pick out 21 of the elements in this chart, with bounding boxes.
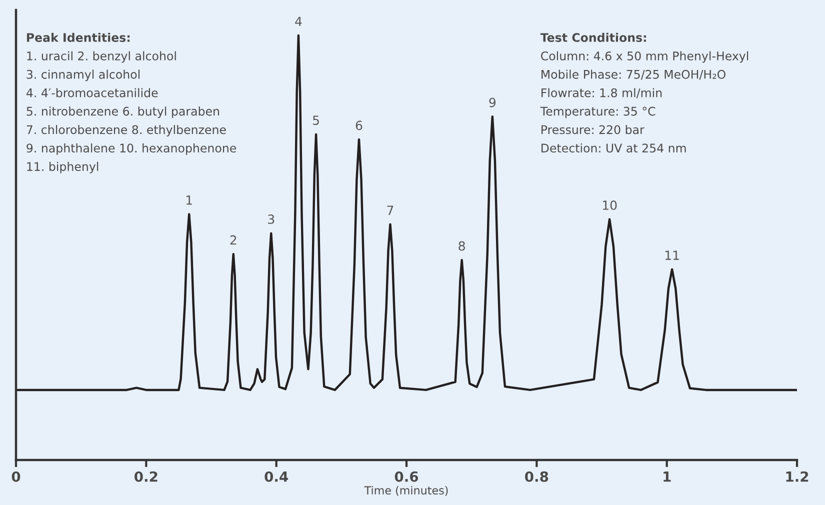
annotation: 4 — [295, 16, 302, 26]
annotation: 2 — [230, 235, 236, 245]
x-tick-label: 0.6 — [394, 471, 418, 482]
annotation: 3 — [268, 214, 274, 224]
x-axis-title: Time (minutes) — [364, 486, 448, 496]
annotation: Test Conditions: Column: 4.6 x 50 mm Phenyl-Hexyl Mobile Phase: 75/25 MeOH/H₂O Flowrate: 1.8 ml/min Temperature: 35 °C Pressure: 220 bar Detection: UV at 254 nm — [540, 32, 748, 153]
annotation: 5 — [313, 116, 319, 126]
x-tick-label: 0.8 — [525, 471, 548, 482]
annotation: 6 — [356, 120, 362, 130]
annotation: 1 — [186, 196, 192, 205]
x-tick-label: 1.2 — [786, 471, 808, 482]
annotation: 10 — [602, 200, 617, 210]
annotation: 9 — [489, 98, 496, 108]
x-tick-label: 0.4 — [264, 471, 288, 482]
x-tick-label: 0.2 — [134, 471, 158, 482]
annotation: 8 — [458, 241, 465, 251]
x-tick-label: 1 — [664, 472, 671, 482]
annotation: Peak Identities: 1. uracil 2. benzyl alcohol 3. cinnamyl alcohol 4. 4′-bromoacetanilide 5. nitrobenzene 6. butyl paraben 7. chlorobenzene 8. ethylbenzene 9. naphthalene 10. hexanophenone 11. biphenyl — [26, 32, 236, 174]
annotation: 11 — [665, 250, 679, 260]
x-tick-label: 0 — [12, 471, 20, 482]
annotation: 7 — [387, 206, 394, 215]
